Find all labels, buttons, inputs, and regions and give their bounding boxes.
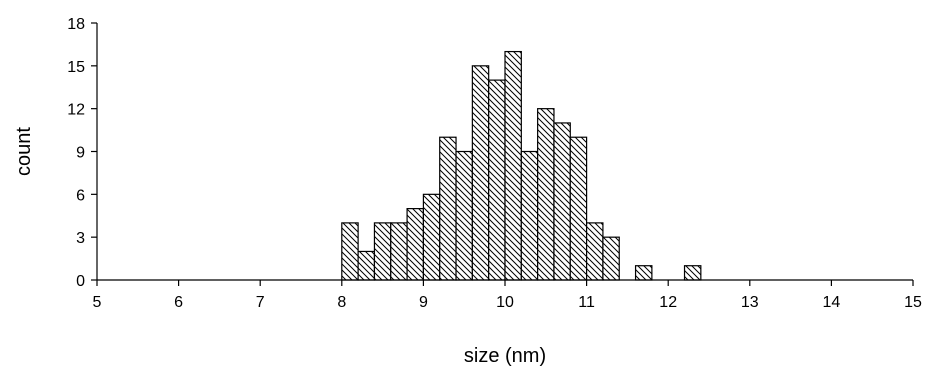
x-tick-label: 7 [256, 294, 265, 311]
x-tick-label: 10 [496, 294, 514, 311]
histogram-bar [585, 222, 604, 281]
histogram-bar [439, 136, 457, 281]
histogram-bar [553, 122, 571, 281]
histogram-bar [683, 265, 702, 281]
y-tick-label: 9 [76, 145, 85, 162]
x-tick-label: 15 [904, 294, 922, 311]
histogram-bar [357, 250, 376, 281]
y-tick-label: 18 [67, 16, 85, 33]
y-tick-label: 6 [76, 187, 85, 204]
histogram-bar [471, 65, 490, 281]
histogram-bar [634, 265, 653, 281]
y-tick-label: 0 [76, 273, 85, 290]
histogram-bar [422, 193, 441, 281]
histogram-bar [569, 136, 588, 281]
x-tick-label: 11 [578, 294, 595, 311]
bars-group [341, 50, 702, 281]
y-tick-label: 12 [67, 102, 85, 119]
y-ticks-group: 0 3 6 9 12 15 18 [67, 16, 97, 290]
y-axis-title: count [13, 127, 35, 176]
histogram-bar [504, 50, 522, 281]
x-tick-label: 5 [93, 294, 102, 311]
x-ticks-group: 5 6 7 8 9 10 11 12 13 14 15 [93, 280, 922, 311]
histogram-bar [520, 150, 539, 281]
histogram-bar [537, 108, 555, 281]
histogram-bar [390, 222, 408, 281]
histogram-bar [455, 150, 473, 281]
x-tick-label: 14 [823, 294, 841, 311]
y-tick-label: 3 [76, 230, 85, 247]
histogram-bar [373, 222, 392, 281]
histogram-bar [406, 208, 424, 281]
histogram-bar [602, 236, 620, 281]
histogram-bar [341, 222, 359, 281]
x-tick-label: 9 [419, 294, 428, 311]
x-tick-label: 13 [741, 294, 759, 311]
y-tick-label: 15 [67, 59, 85, 76]
x-tick-label: 8 [337, 294, 346, 311]
x-tick-label: 6 [174, 294, 183, 311]
histogram-bar [488, 79, 506, 281]
x-tick-label: 12 [659, 294, 677, 311]
x-axis-title: size (nm) [464, 345, 546, 367]
